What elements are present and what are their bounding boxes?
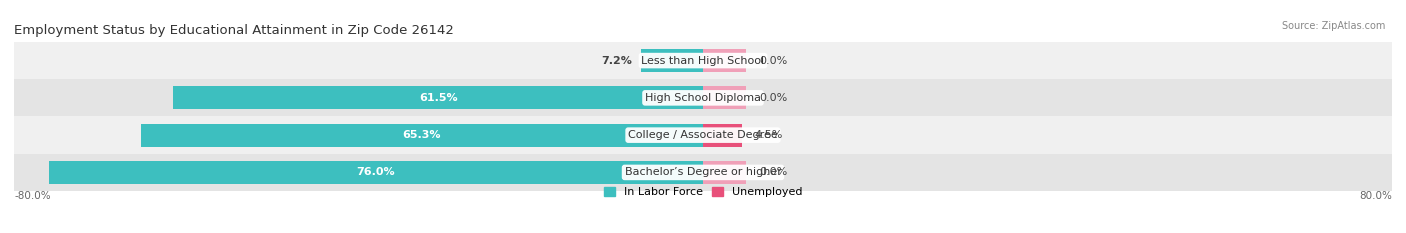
Bar: [14, 79, 1392, 116]
Bar: [141, 123, 703, 147]
Text: 76.0%: 76.0%: [357, 168, 395, 177]
Text: -80.0%: -80.0%: [14, 191, 51, 201]
Text: 4.5%: 4.5%: [755, 130, 783, 140]
Text: 0.0%: 0.0%: [759, 93, 787, 103]
Text: 65.3%: 65.3%: [402, 130, 441, 140]
Text: High School Diploma: High School Diploma: [645, 93, 761, 103]
Text: College / Associate Degree: College / Associate Degree: [628, 130, 778, 140]
Bar: [703, 123, 742, 147]
Bar: [703, 161, 747, 184]
Bar: [14, 116, 1392, 154]
Bar: [703, 86, 747, 110]
Bar: [14, 42, 1392, 79]
Text: 0.0%: 0.0%: [759, 168, 787, 177]
Text: Employment Status by Educational Attainment in Zip Code 26142: Employment Status by Educational Attainm…: [14, 24, 454, 37]
Text: Source: ZipAtlas.com: Source: ZipAtlas.com: [1281, 21, 1385, 31]
Text: Less than High School: Less than High School: [641, 56, 765, 65]
Text: 61.5%: 61.5%: [419, 93, 457, 103]
Bar: [703, 49, 747, 72]
Bar: [641, 49, 703, 72]
Text: Bachelor’s Degree or higher: Bachelor’s Degree or higher: [624, 168, 782, 177]
Text: 7.2%: 7.2%: [602, 56, 633, 65]
Legend: In Labor Force, Unemployed: In Labor Force, Unemployed: [603, 187, 803, 197]
Bar: [173, 86, 703, 110]
Text: 80.0%: 80.0%: [1360, 191, 1392, 201]
Bar: [14, 154, 1392, 191]
Text: 0.0%: 0.0%: [759, 56, 787, 65]
Bar: [48, 161, 703, 184]
